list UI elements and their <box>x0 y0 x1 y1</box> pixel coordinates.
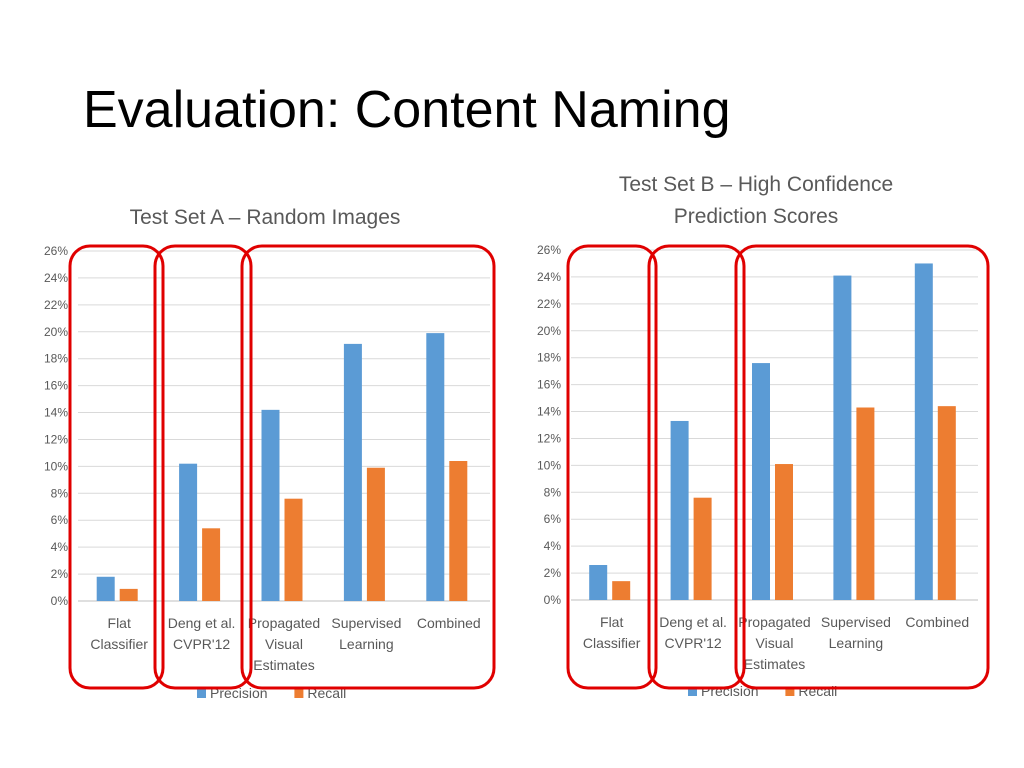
y-tick-label: 6% <box>544 512 562 526</box>
highlight-oval <box>68 244 165 690</box>
y-tick-label: 20% <box>44 325 68 339</box>
x-tick-label: Deng et al. <box>659 614 727 630</box>
x-tick-label: Visual <box>756 635 794 651</box>
legend-label: Precision <box>701 683 759 699</box>
x-tick-label: Flat <box>108 615 131 631</box>
highlight-oval <box>647 244 746 690</box>
bar-recall <box>449 461 468 601</box>
legend-label: Recall <box>798 683 837 699</box>
y-tick-label: 12% <box>44 432 68 446</box>
bar-recall <box>119 588 138 601</box>
y-tick-label: 18% <box>44 352 68 366</box>
bar-recall <box>202 528 221 601</box>
bar-precision <box>914 263 933 600</box>
x-tick-label: Estimates <box>744 656 805 672</box>
highlight-oval <box>153 244 253 690</box>
y-tick-label: 8% <box>544 485 562 499</box>
bar-precision <box>96 576 115 601</box>
chart-title: Prediction Scores <box>674 205 839 228</box>
x-tick-label: CVPR'12 <box>665 635 722 651</box>
bar-precision <box>261 409 280 601</box>
legend-swatch <box>197 689 206 698</box>
x-tick-label: Learning <box>829 635 884 651</box>
y-tick-label: 4% <box>51 540 69 554</box>
y-tick-label: 8% <box>51 486 69 500</box>
y-tick-label: 24% <box>44 271 68 285</box>
bar-recall <box>612 581 631 600</box>
y-tick-label: 20% <box>537 324 561 338</box>
y-tick-label: 24% <box>537 270 561 284</box>
chart-test-set-a: Test Set A – Random Images 0% 2% 4% 6% 8% 10% 1… <box>44 206 496 701</box>
y-tick-label: 14% <box>44 406 68 420</box>
highlight-oval <box>566 244 658 690</box>
chart-title: Test Set A – Random Images <box>130 206 401 229</box>
bar-recall <box>284 498 303 601</box>
x-tick-label: Propagated <box>248 615 320 631</box>
x-tick-label: Estimates <box>253 657 314 673</box>
legend-swatch <box>688 687 697 696</box>
x-tick-label: Deng et al. <box>168 615 236 631</box>
y-tick-label: 16% <box>537 378 561 392</box>
y-tick-label: 4% <box>544 539 562 553</box>
bar-precision <box>833 275 852 600</box>
y-tick-label: 26% <box>537 243 561 257</box>
x-tick-label: Classifier <box>90 636 148 652</box>
y-tick-label: 16% <box>44 379 68 393</box>
x-tick-label: Combined <box>417 615 481 631</box>
highlight-oval <box>240 244 496 690</box>
y-tick-label: 10% <box>537 458 561 472</box>
chart-title: Test Set B – High Confidence <box>619 173 893 196</box>
x-tick-label: Flat <box>600 614 623 630</box>
slide-title: Evaluation: Content Naming <box>83 81 731 139</box>
y-tick-label: 6% <box>51 513 69 527</box>
x-tick-label: Supervised <box>331 615 401 631</box>
y-tick-label: 2% <box>51 567 69 581</box>
x-tick-label: Combined <box>905 614 969 630</box>
legend-swatch <box>294 689 304 698</box>
bar-recall <box>856 407 875 600</box>
bar-precision <box>752 363 770 600</box>
y-tick-label: 0% <box>51 594 69 608</box>
x-tick-label: Supervised <box>821 614 891 630</box>
y-tick-label: 22% <box>44 298 68 312</box>
bar-precision <box>589 565 608 600</box>
y-tick-label: 12% <box>537 431 561 445</box>
bar-recall <box>366 467 385 601</box>
highlight-oval <box>734 244 990 690</box>
x-tick-label: Classifier <box>583 635 641 651</box>
y-tick-label: 18% <box>537 351 561 365</box>
x-tick-label: Visual <box>265 636 303 652</box>
x-tick-label: Propagated <box>738 614 810 630</box>
y-tick-label: 26% <box>44 244 68 258</box>
bar-recall <box>775 464 793 600</box>
legend-swatch <box>785 687 795 696</box>
y-tick-label: 22% <box>537 297 561 311</box>
bar-precision <box>670 420 689 600</box>
bar-recall <box>937 406 956 600</box>
bar-recall <box>693 497 712 600</box>
bar-precision <box>426 333 445 601</box>
bar-precision <box>343 343 362 601</box>
y-tick-label: 10% <box>44 459 68 473</box>
y-tick-label: 2% <box>544 566 562 580</box>
x-tick-label: CVPR'12 <box>173 636 230 652</box>
x-tick-label: Learning <box>339 636 394 652</box>
bar-precision <box>179 463 198 601</box>
y-tick-label: 0% <box>544 593 562 607</box>
y-tick-label: 14% <box>537 405 561 419</box>
